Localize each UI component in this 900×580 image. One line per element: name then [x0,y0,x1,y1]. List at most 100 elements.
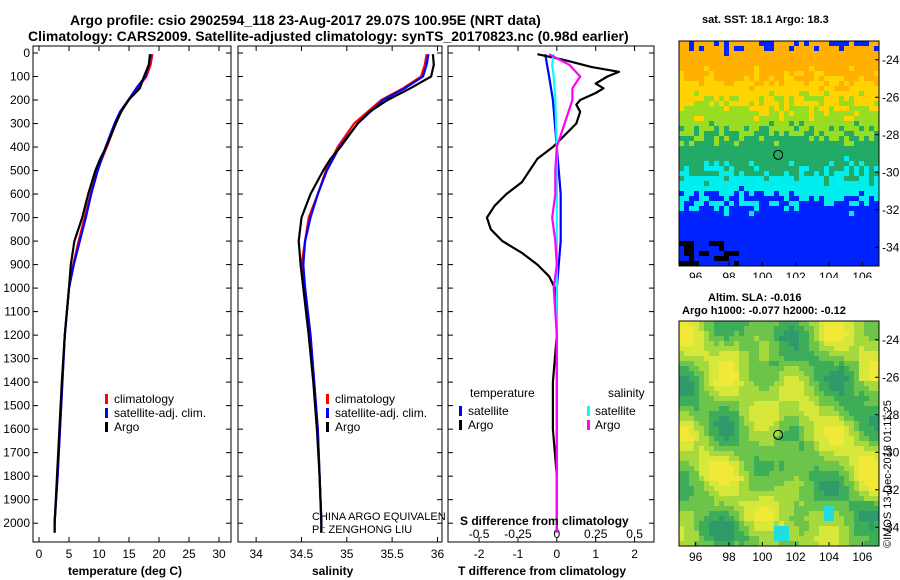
sla-cell [749,411,754,416]
legend-label-climatology: climatology [114,392,174,406]
sla-cell [789,531,794,536]
sla-cell [869,361,874,366]
sla-cell [834,466,839,471]
sla-cell [819,421,824,426]
sla-cell [764,431,769,436]
sst-cell [769,236,774,241]
sla-cell [784,431,789,436]
sst-cell [789,166,794,171]
temperature-chart: 0100200300400500600700800900100011001200… [3,45,232,561]
sst-cell [714,156,719,161]
legend-swatch-argo [326,422,329,432]
sst-cell [834,226,839,231]
sla-cell [849,326,854,331]
sla-cell [804,426,809,431]
sst-cell [754,201,759,206]
sst-cell [729,196,734,201]
sst-cell [799,151,804,156]
sla-cell [849,411,854,416]
sla-cell [689,331,694,336]
sst-cell [814,101,819,106]
sla-cell [704,346,709,351]
sst-cell [749,41,754,46]
sla-cell [759,426,764,431]
sst-cell [754,171,759,176]
sla-cell [819,501,824,506]
sst-cell [809,226,814,231]
float-marker [773,429,784,440]
sla-cell [724,451,729,456]
sla-cell [754,386,759,391]
sst-cell [684,261,689,266]
sst-cell [829,161,834,166]
sst-cell [809,166,814,171]
sla-cell [849,496,854,501]
sla-cell [814,356,819,361]
sla-cell [704,416,709,421]
sst-cell [744,151,749,156]
sla-cell [764,461,769,466]
sst-cell [714,171,719,176]
sst-cell [769,211,774,216]
sst-cell [864,196,869,201]
sla-cell [684,431,689,436]
sla-cell [759,361,764,366]
sst-cell [759,141,764,146]
sla-cell [794,351,799,356]
sst-cell [814,236,819,241]
sla-cell [729,531,734,536]
sst-cell [824,256,829,261]
sla-cell [699,451,704,456]
sst-cell [709,41,714,46]
map-y-tick-label: -24 [882,53,900,67]
sla-cell [694,331,699,336]
sla-cell [854,351,859,356]
sst-cell [709,186,714,191]
sla-cell [754,406,759,411]
sst-cell [679,246,684,251]
sst-cell [834,61,839,66]
sst-cell [769,176,774,181]
sst-cell [854,96,859,101]
sla-cell [809,381,814,386]
sst-cell [749,146,754,151]
sla-cell [774,466,779,471]
sst-cell [799,106,804,111]
sst-cell [749,241,754,246]
sst-cell [689,166,694,171]
sst-cell [859,121,864,126]
legend: temperature satellite Argo salinity sate… [459,386,645,432]
sst-cell [804,66,809,71]
sla-cell [809,371,814,376]
sst-cell [854,126,859,131]
sst-cell [844,111,849,116]
sla-cell [799,486,804,491]
sla-cell [694,541,699,546]
sst-cell [759,211,764,216]
sla-cell [874,436,879,441]
sla-cell [854,476,859,481]
sst-cell [679,111,684,116]
sla-cell [804,371,809,376]
sla-cell [809,396,814,401]
sla-cell [834,526,839,531]
sla-cell [719,341,724,346]
sla-cell [844,426,849,431]
sla-cell [804,441,809,446]
sla-cell [829,421,834,426]
sst-cell [734,181,739,186]
sla-cell [689,376,694,381]
sla-cell [784,536,789,541]
sst-cell [829,231,834,236]
sla-cell [764,506,769,511]
sst-cell [839,131,844,136]
sst-cell [819,186,824,191]
sla-cell [724,336,729,341]
sst-cell [859,96,864,101]
sla-cell [829,391,834,396]
sla-cell [859,421,864,426]
sst-cell [874,191,879,196]
sla-cell [684,471,689,476]
sla-cell [699,421,704,426]
sst-cell [754,241,759,246]
